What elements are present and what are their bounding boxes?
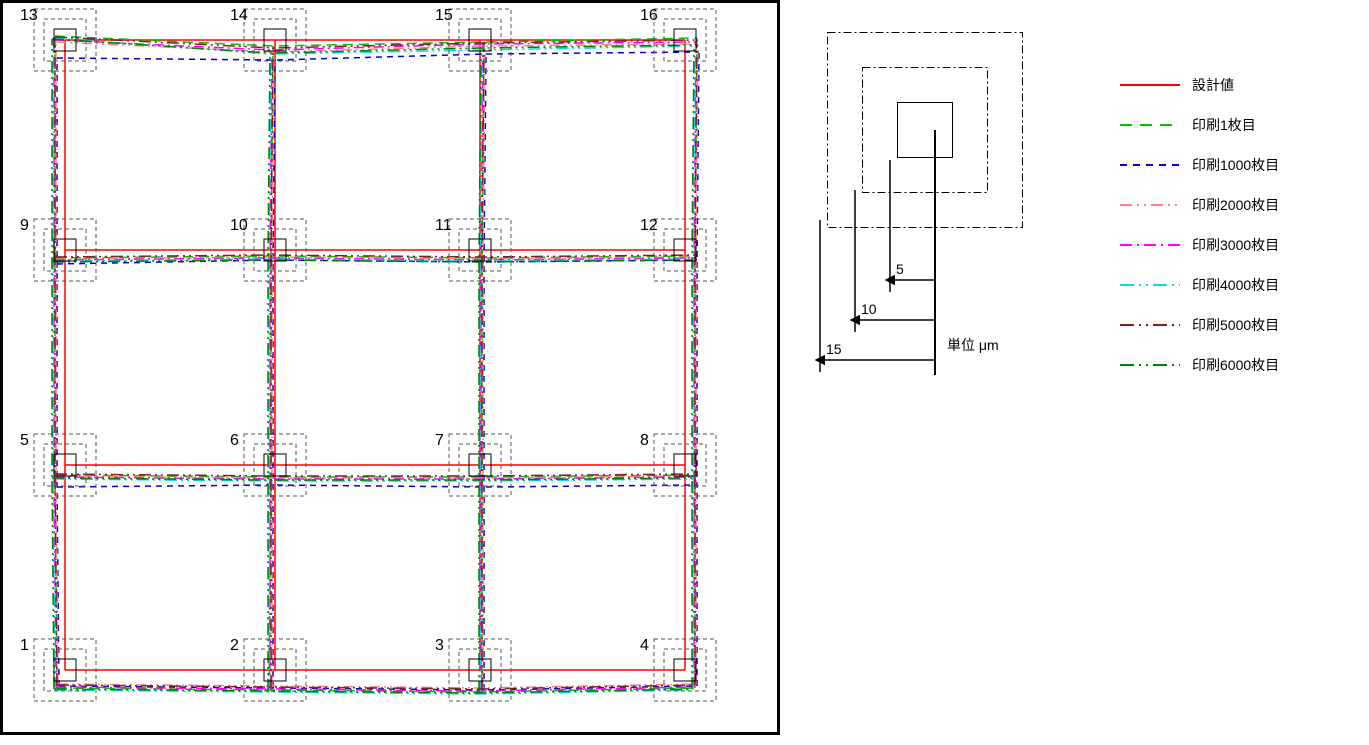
main-chart: 12345678910111213141516 (0, 0, 780, 735)
legend-swatch (1120, 155, 1180, 175)
legend-swatch (1120, 315, 1180, 335)
legend-swatch (1120, 75, 1180, 95)
legend-item: 印刷1000枚目 (1120, 145, 1279, 185)
svg-text:10: 10 (230, 217, 248, 234)
legend-label: 印刷3000枚目 (1192, 235, 1279, 255)
svg-text:3: 3 (435, 637, 444, 654)
legend-label: 印刷6000枚目 (1192, 355, 1279, 375)
legend-label: 設計値 (1192, 75, 1234, 95)
svg-text:6: 6 (230, 432, 239, 449)
svg-text:10: 10 (861, 301, 877, 317)
legend-swatch (1120, 235, 1180, 255)
svg-text:14: 14 (230, 7, 248, 24)
svg-text:15: 15 (435, 7, 453, 24)
legend-swatch (1120, 275, 1180, 295)
legend-label: 印刷1枚目 (1192, 115, 1256, 135)
legend-item: 印刷2000枚目 (1120, 185, 1279, 225)
svg-text:16: 16 (640, 7, 658, 24)
legend-label: 印刷4000枚目 (1192, 275, 1279, 295)
svg-text:8: 8 (640, 432, 649, 449)
svg-text:13: 13 (20, 7, 38, 24)
svg-text:15: 15 (826, 341, 842, 357)
legend-swatch (1120, 115, 1180, 135)
svg-text:12: 12 (640, 217, 658, 234)
legend-item: 印刷6000枚目 (1120, 345, 1279, 385)
legend-swatch (1120, 355, 1180, 375)
legend-item: 設計値 (1120, 65, 1279, 105)
svg-text:2: 2 (230, 637, 239, 654)
legend-item: 印刷1枚目 (1120, 105, 1279, 145)
svg-text:9: 9 (20, 217, 29, 234)
legend: 設計値印刷1枚目印刷1000枚目印刷2000枚目印刷3000枚目印刷4000枚目… (1120, 65, 1279, 385)
legend-item: 印刷4000枚目 (1120, 265, 1279, 305)
legend-label: 印刷2000枚目 (1192, 195, 1279, 215)
svg-text:5: 5 (896, 261, 904, 277)
scale-diagram: 5 10 15 単位 μm (810, 30, 1050, 400)
svg-text:5: 5 (20, 432, 29, 449)
svg-text:7: 7 (435, 432, 444, 449)
svg-text:1: 1 (20, 637, 29, 654)
legend-item: 印刷5000枚目 (1120, 305, 1279, 345)
legend-label: 印刷1000枚目 (1192, 155, 1279, 175)
legend-item: 印刷3000枚目 (1120, 225, 1279, 265)
figure-container: 12345678910111213141516 51015単位 μm 設計値印刷… (0, 0, 1369, 745)
legend-label: 印刷5000枚目 (1192, 315, 1279, 335)
svg-text:4: 4 (640, 637, 649, 654)
legend-swatch (1120, 195, 1180, 215)
svg-text:11: 11 (435, 217, 452, 234)
svg-text:単位 μm: 単位 μm (947, 337, 999, 353)
